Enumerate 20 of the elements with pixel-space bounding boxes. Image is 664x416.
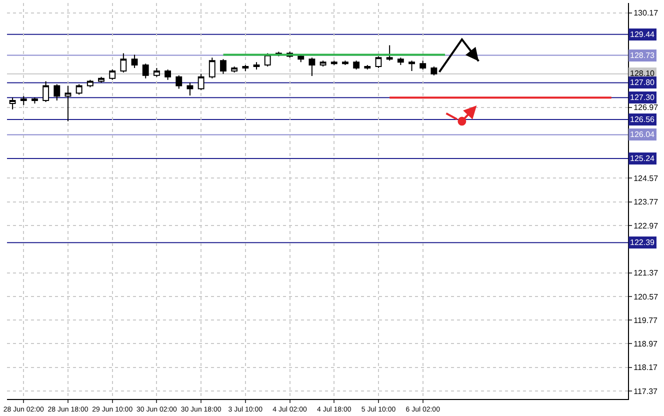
y-tick-label: 123.77 — [634, 198, 659, 207]
y-tick-label: 126.97 — [634, 103, 659, 112]
y-tick-label: 122.97 — [634, 221, 659, 230]
y-tick-label: 121.37 — [634, 268, 659, 278]
ref-line-label: 128.73 — [630, 51, 656, 60]
ref-line-label: 129.44 — [630, 30, 656, 39]
ref-line-label: 127.80 — [630, 78, 656, 87]
y-tick-label: 118.97 — [634, 340, 658, 349]
y-tick-label: 117.37 — [634, 386, 658, 396]
ref-line-label: 126.04 — [630, 130, 656, 139]
ref-line-label: 126.56 — [630, 115, 656, 124]
y-tick-label: 118.17 — [634, 363, 658, 372]
y-tick-label: 119.77 — [634, 316, 658, 325]
ref-line-label: 127.30 — [630, 93, 656, 102]
ref-line-label: 125.24 — [630, 154, 656, 163]
y-tick-label: 120.57 — [634, 292, 659, 302]
y-tick-label: 130.17 — [634, 8, 659, 18]
y-tick-label: 124.57 — [634, 174, 659, 184]
ref-line-label: 128.10 — [630, 69, 656, 78]
ref-line-label: 122.39 — [630, 238, 656, 247]
